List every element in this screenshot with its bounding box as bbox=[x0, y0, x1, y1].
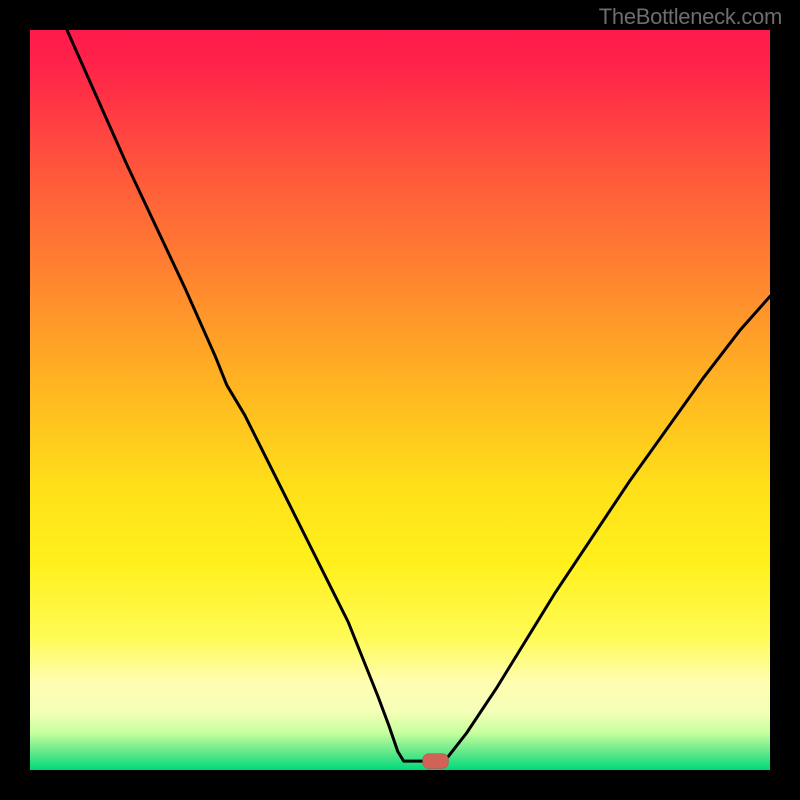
figure-frame: TheBottleneck.com bbox=[0, 0, 800, 800]
watermark-text: TheBottleneck.com bbox=[599, 4, 782, 30]
plot-area bbox=[30, 30, 770, 770]
minimum-marker bbox=[423, 754, 449, 769]
gradient-background bbox=[30, 30, 770, 770]
chart-svg bbox=[30, 30, 770, 770]
